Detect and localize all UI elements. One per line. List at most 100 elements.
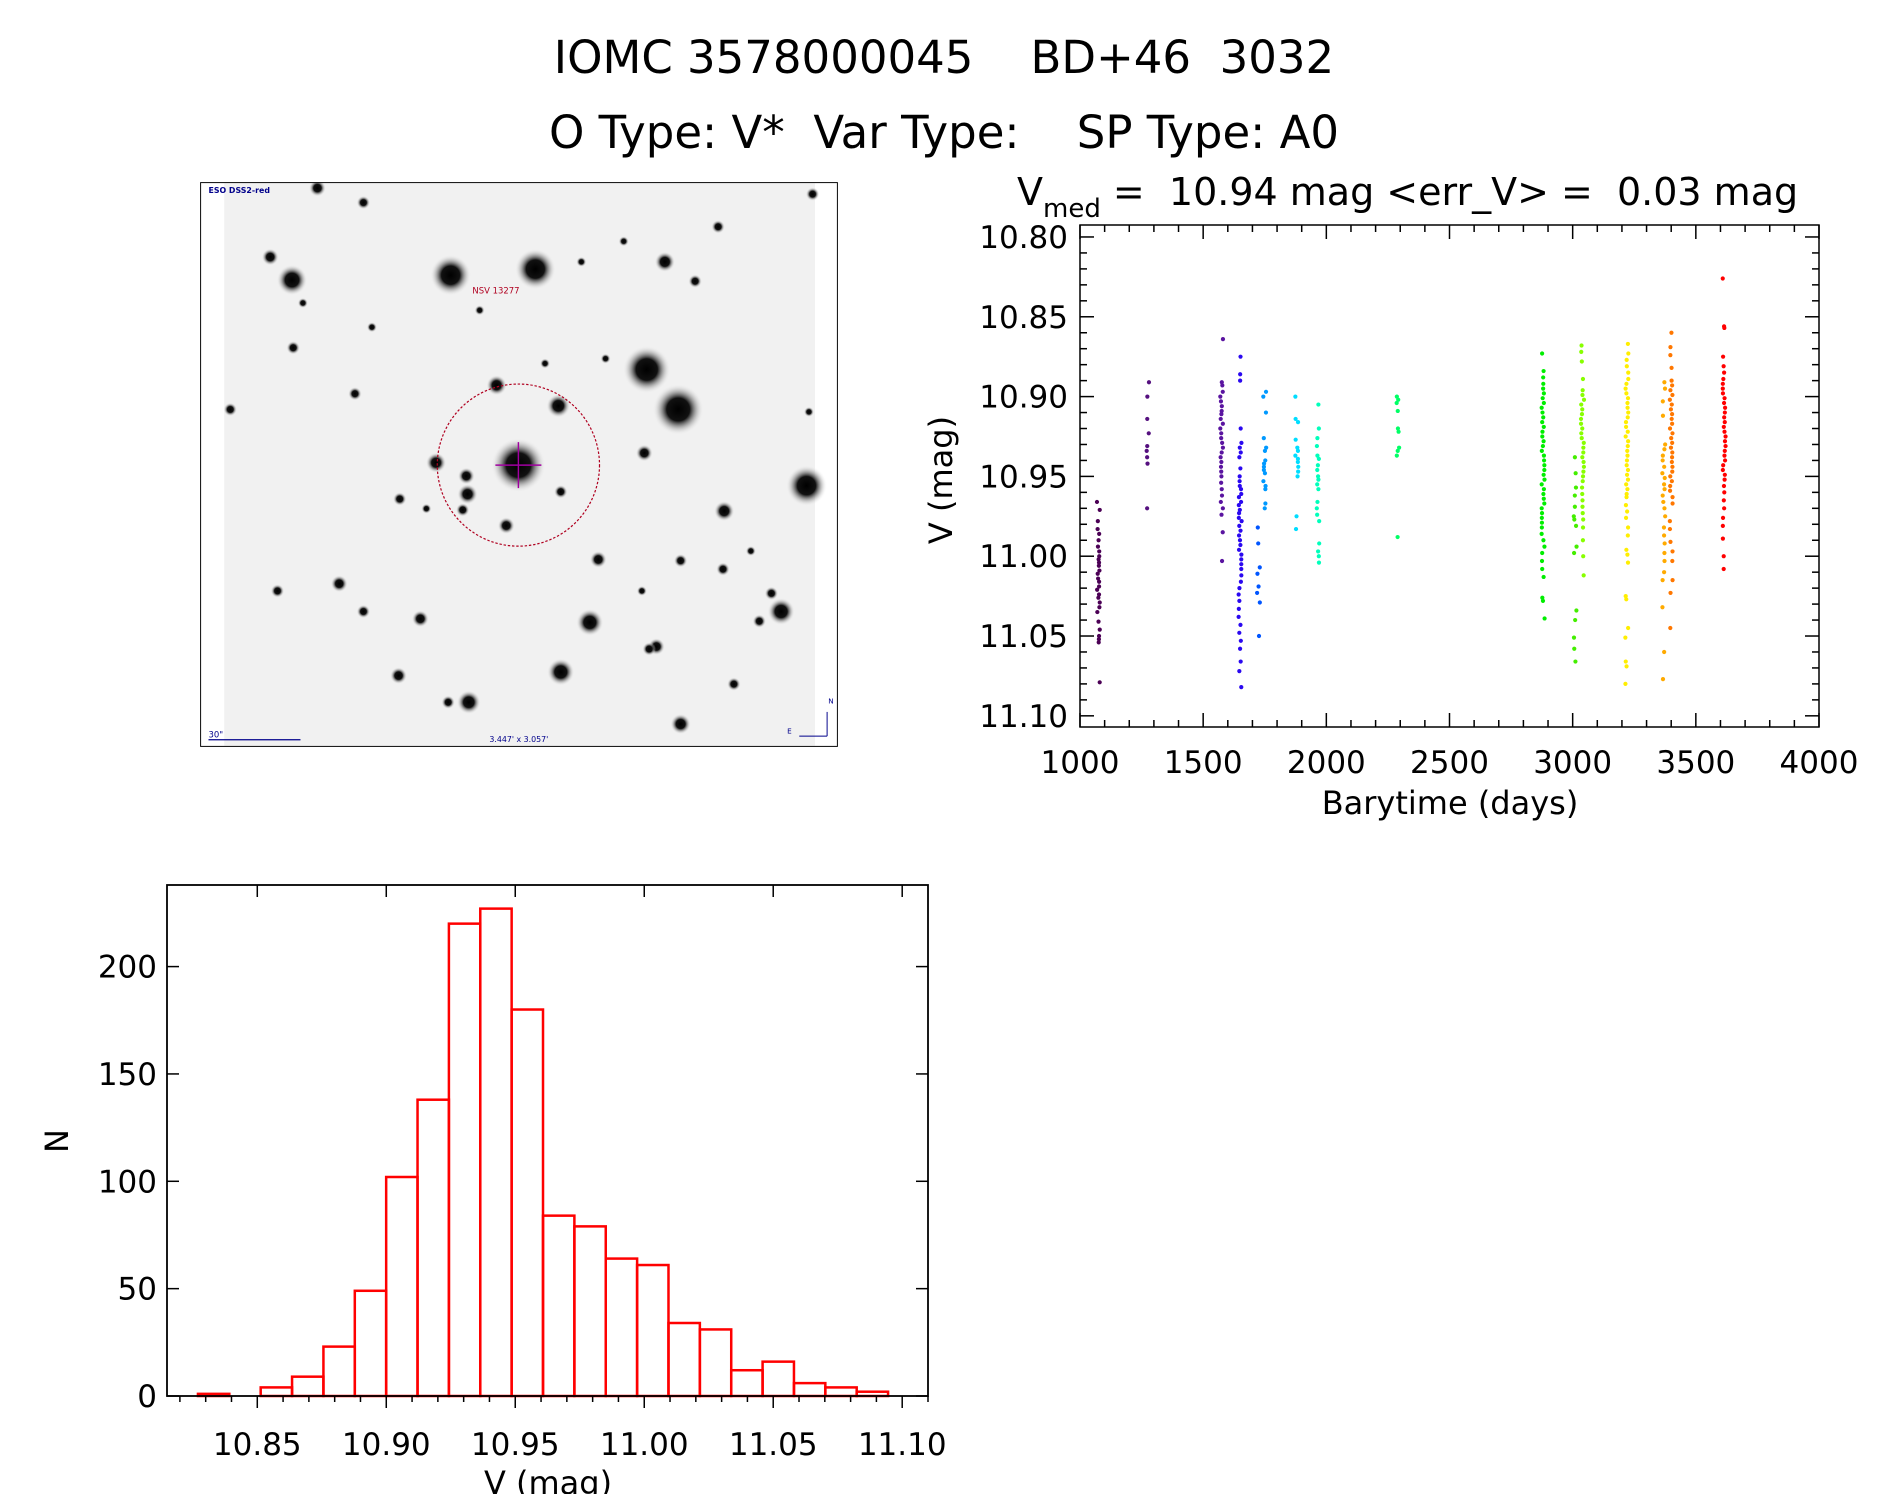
data-point: [1624, 458, 1630, 463]
data-point: [1396, 429, 1401, 434]
data-point: [1097, 554, 1102, 559]
y-tick-label: 10.85: [979, 300, 1068, 336]
data-point: [1626, 439, 1631, 444]
data-point: [1145, 443, 1150, 449]
data-point: [1237, 598, 1242, 604]
data-point: [1540, 598, 1546, 604]
histogram-bar: [384, 1175, 419, 1398]
light-curve-xlabel: Barytime (days): [1322, 784, 1579, 822]
star: [576, 608, 604, 636]
data-point: [1624, 597, 1629, 602]
target-circle: [436, 383, 601, 547]
data-point: [1669, 365, 1674, 370]
histogram-frame: [166, 884, 929, 1397]
data-point: [1579, 359, 1584, 364]
data-point: [1662, 386, 1668, 391]
data-point: [1096, 633, 1102, 639]
data-point: [1096, 584, 1102, 589]
data-point: [1541, 491, 1546, 497]
data-point: [1219, 431, 1224, 436]
page-subtitle: O Type: V* Var Type: SP Type: A0: [549, 106, 1339, 159]
data-point: [1219, 512, 1224, 517]
data-point: [1540, 595, 1545, 600]
data-point: [1722, 453, 1727, 458]
data-point: [1218, 394, 1223, 399]
star: [546, 393, 571, 418]
star: [308, 182, 326, 197]
data-point: [1542, 467, 1547, 473]
histogram-bar: [290, 1375, 325, 1398]
data-point: [1670, 450, 1675, 455]
data-point: [1542, 544, 1547, 549]
data-point: [1669, 479, 1674, 484]
star: [457, 483, 478, 505]
data-point: [1660, 413, 1666, 418]
star: [618, 236, 629, 247]
histogram-bar: [416, 1098, 451, 1398]
data-point: [1096, 592, 1102, 597]
data-point: [1667, 526, 1673, 532]
data-point: [1540, 434, 1545, 439]
data-point: [1219, 450, 1224, 455]
data-point: [1219, 435, 1224, 441]
data-point: [1580, 511, 1585, 516]
data-point: [1257, 565, 1262, 570]
data-point: [1263, 483, 1268, 489]
data-point: [1261, 479, 1266, 484]
star: [457, 467, 475, 485]
data-point: [1720, 523, 1725, 528]
light-curve-axes: 1000 1500 2000 2500 3000 3500 4000 10.80 10.85 10…: [979, 220, 1858, 781]
x-tick-label: 2500: [1410, 745, 1489, 781]
data-point: [1097, 568, 1102, 573]
data-point: [1660, 471, 1665, 476]
data-point: [1572, 493, 1577, 498]
star: [441, 695, 455, 710]
light-curve-ylabel: V (mag): [922, 416, 960, 544]
data-point: [1394, 453, 1399, 458]
data-point: [1720, 354, 1726, 359]
star: [474, 305, 485, 316]
data-point: [1722, 325, 1727, 331]
data-point: [1261, 435, 1266, 441]
data-point: [1581, 440, 1586, 445]
data-point: [1238, 487, 1244, 492]
y-tick-label: 150: [98, 1057, 157, 1093]
data-point: [1722, 439, 1728, 444]
data-point: [1670, 383, 1675, 388]
data-point: [1237, 483, 1242, 489]
data-point: [1096, 579, 1102, 584]
data-point: [1220, 530, 1225, 535]
data-point: [1316, 456, 1321, 461]
histogram-bar: [353, 1289, 388, 1398]
data-point: [1623, 420, 1629, 425]
star: [654, 251, 676, 273]
star: [745, 545, 756, 557]
data-point: [1580, 525, 1586, 530]
data-point: [1236, 606, 1241, 611]
data-point: [1144, 448, 1149, 453]
data-point: [1316, 549, 1321, 554]
y-tick-label: 10.90: [979, 380, 1068, 416]
data-point: [1670, 549, 1675, 554]
data-point: [1623, 681, 1628, 687]
data-point: [1237, 479, 1242, 484]
data-point: [1239, 491, 1244, 497]
data-point: [1262, 448, 1268, 453]
data-point: [1579, 435, 1584, 441]
data-point: [1624, 495, 1629, 500]
data-point: [1097, 549, 1102, 554]
data-point: [1541, 496, 1546, 501]
histogram-axes: 10.85 10.90 10.95 11.00 11.05 11.10 0 50 100 150 2…: [98, 884, 947, 1463]
star: [803, 406, 815, 417]
data-point: [1397, 445, 1402, 450]
data-point: [1578, 416, 1584, 422]
data-point: [1623, 659, 1628, 664]
data-point: [1623, 434, 1628, 439]
data-point: [1314, 506, 1319, 511]
data-point: [1263, 458, 1268, 463]
light-curve-frame: [1079, 224, 1820, 728]
data-point: [1296, 469, 1301, 474]
data-point: [1264, 445, 1269, 450]
star: [356, 604, 371, 619]
data-point: [1539, 515, 1544, 520]
